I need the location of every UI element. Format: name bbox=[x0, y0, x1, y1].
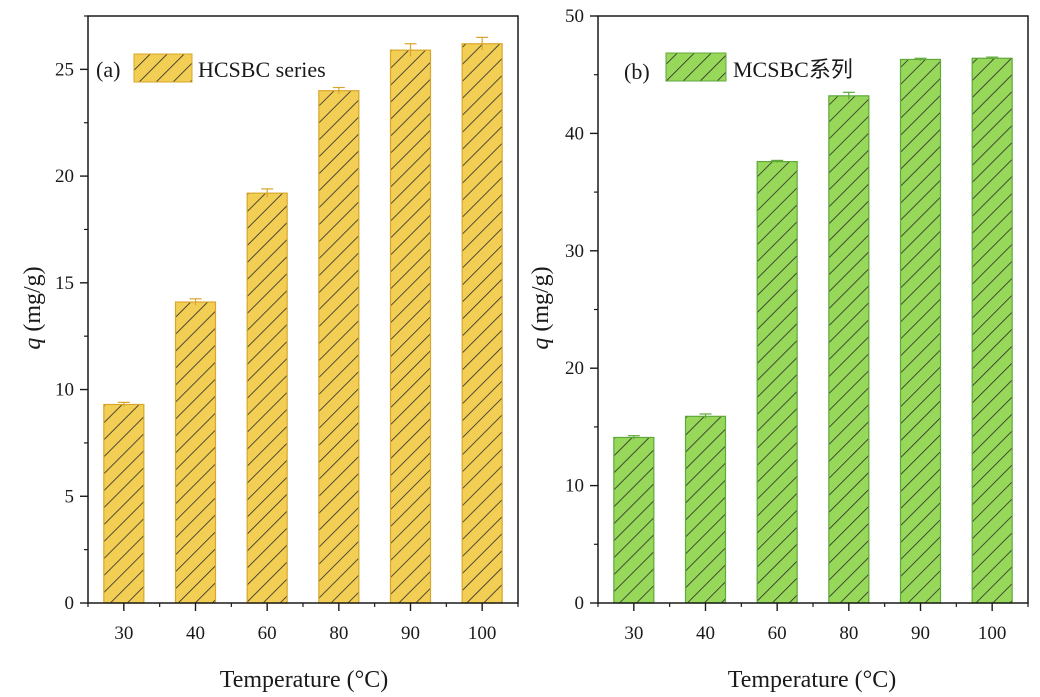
x-axis: 30 40 60 80 90 100 bbox=[87, 603, 519, 644]
error-bar-80 bbox=[332, 86, 345, 94]
x-tick-label-60: 60 bbox=[768, 623, 787, 644]
y-axis: 0 5 10 15 20 25 bbox=[55, 15, 88, 614]
error-bar-40 bbox=[699, 413, 712, 419]
y-axis-title: q (mg/g) bbox=[528, 266, 554, 349]
x-tick-label-100: 100 bbox=[978, 623, 1007, 644]
x-tick-label-30: 30 bbox=[624, 623, 643, 644]
bar-100 bbox=[461, 43, 503, 604]
panel-label: (a) bbox=[96, 57, 120, 82]
y-tick-label: 0 bbox=[575, 593, 585, 614]
error-bar-30 bbox=[117, 401, 130, 407]
error-bar-60 bbox=[771, 159, 784, 163]
error-bar-80 bbox=[842, 91, 855, 100]
bar-60 bbox=[756, 160, 798, 604]
y-tick-label: 25 bbox=[55, 59, 74, 80]
plot-area bbox=[103, 36, 503, 604]
y-axis-title-variable: q bbox=[528, 338, 554, 350]
y-tick-label: 15 bbox=[55, 273, 74, 294]
bar-60 bbox=[246, 192, 288, 604]
bar-90 bbox=[389, 49, 432, 604]
error-bar-100 bbox=[476, 36, 489, 51]
x-tick-label-40: 40 bbox=[696, 623, 715, 644]
y-tick-label: 0 bbox=[65, 593, 75, 614]
y-tick-label: 10 bbox=[565, 476, 584, 497]
error-bar-60 bbox=[261, 188, 274, 198]
bar-90 bbox=[899, 58, 942, 604]
x-axis-title: Temperature (°C) bbox=[728, 667, 897, 693]
x-tick-label-60: 60 bbox=[258, 623, 277, 644]
y-axis-title-variable: q bbox=[20, 338, 46, 350]
y-axis-title-unit: (mg/g) bbox=[528, 266, 554, 337]
legend-text: MCSBC系列 bbox=[733, 57, 853, 82]
plot-area bbox=[613, 56, 1013, 604]
error-bar-40 bbox=[189, 298, 202, 306]
x-axis: 30 40 60 80 90 100 bbox=[597, 603, 1029, 644]
chart-panel-b: (b) MCSBC系列 Temperature (°C) q (mg/g) 0 1… bbox=[528, 6, 1029, 693]
bar-80 bbox=[828, 95, 870, 604]
y-axis-title-unit: (mg/g) bbox=[20, 266, 46, 337]
y-tick-label: 40 bbox=[565, 123, 584, 144]
y-tick-label: 20 bbox=[55, 166, 74, 187]
plot-frame bbox=[87, 15, 519, 604]
bar-80 bbox=[318, 90, 360, 604]
error-bar-100 bbox=[986, 56, 999, 60]
y-tick-label: 30 bbox=[565, 241, 584, 262]
x-tick-label-40: 40 bbox=[186, 623, 205, 644]
legend-swatch bbox=[665, 52, 727, 82]
legend-swatch bbox=[133, 53, 193, 83]
bar-30 bbox=[613, 436, 655, 604]
x-tick-label-90: 90 bbox=[401, 623, 420, 644]
bar-30 bbox=[103, 403, 145, 604]
x-tick-label-80: 80 bbox=[839, 623, 858, 644]
legend-text: HCSBC series bbox=[198, 57, 326, 82]
x-tick-label-90: 90 bbox=[911, 623, 930, 644]
x-axis-title: Temperature (°C) bbox=[220, 667, 389, 693]
y-axis: 0 10 20 30 40 50 bbox=[565, 6, 598, 614]
error-bar-30 bbox=[627, 435, 640, 440]
plot-frame bbox=[597, 15, 1029, 604]
x-tick-label-100: 100 bbox=[468, 623, 497, 644]
error-bar-90 bbox=[404, 43, 417, 57]
y-axis-title: q (mg/g) bbox=[20, 266, 46, 349]
bar-40 bbox=[684, 415, 727, 604]
y-tick-label: 10 bbox=[55, 380, 74, 401]
bar-40 bbox=[174, 301, 217, 604]
x-tick-label-80: 80 bbox=[329, 623, 348, 644]
y-tick-label: 20 bbox=[565, 358, 584, 379]
y-tick-label: 50 bbox=[565, 6, 584, 27]
error-bar-90 bbox=[914, 57, 927, 61]
panel-label: (b) bbox=[624, 59, 650, 84]
chart-panel-a: (a) HCSBC series Temperature (°C) q (mg/… bbox=[20, 15, 519, 693]
bar-100 bbox=[971, 57, 1013, 604]
x-tick-label-30: 30 bbox=[114, 623, 133, 644]
y-tick-label: 5 bbox=[65, 486, 75, 507]
